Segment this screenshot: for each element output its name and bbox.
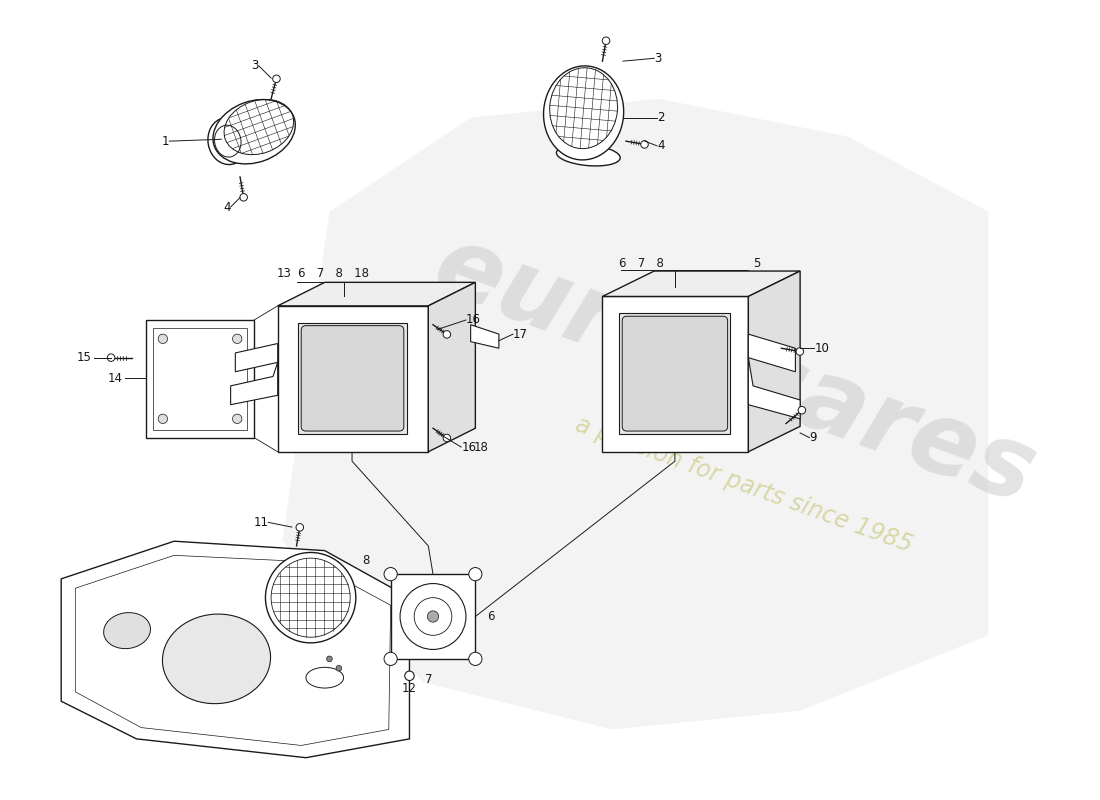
Text: 10: 10: [814, 342, 829, 354]
Circle shape: [265, 553, 355, 643]
Circle shape: [469, 652, 482, 666]
Text: 8: 8: [362, 554, 370, 566]
Circle shape: [336, 666, 342, 671]
Ellipse shape: [208, 118, 248, 165]
Text: 4: 4: [223, 201, 231, 214]
Polygon shape: [277, 282, 475, 306]
Circle shape: [443, 330, 451, 338]
Circle shape: [384, 652, 397, 666]
Text: 12: 12: [402, 682, 417, 695]
Circle shape: [796, 348, 804, 355]
Text: 9: 9: [810, 431, 817, 444]
Polygon shape: [231, 343, 277, 405]
Text: 6   7   8: 6 7 8: [619, 257, 664, 270]
Polygon shape: [471, 325, 499, 348]
Polygon shape: [390, 574, 475, 659]
Ellipse shape: [557, 145, 620, 166]
Polygon shape: [428, 282, 475, 452]
Circle shape: [469, 567, 482, 581]
Circle shape: [158, 334, 167, 343]
Circle shape: [158, 414, 167, 423]
Text: 6   7   8   18: 6 7 8 18: [298, 266, 370, 279]
Polygon shape: [146, 320, 254, 438]
Text: 17: 17: [513, 328, 528, 341]
Text: a passion for parts since 1985: a passion for parts since 1985: [572, 413, 915, 557]
Text: 5: 5: [754, 257, 760, 270]
Polygon shape: [748, 334, 800, 419]
FancyBboxPatch shape: [623, 316, 727, 431]
Circle shape: [428, 611, 439, 622]
Text: 14: 14: [108, 372, 122, 385]
Circle shape: [384, 567, 397, 581]
Polygon shape: [62, 541, 409, 758]
Text: 16: 16: [466, 314, 481, 326]
Text: 3: 3: [654, 52, 661, 65]
Circle shape: [108, 354, 114, 362]
Circle shape: [296, 523, 304, 531]
Polygon shape: [748, 271, 800, 452]
Polygon shape: [298, 323, 407, 434]
Text: 15: 15: [76, 351, 91, 364]
Circle shape: [799, 406, 805, 414]
Ellipse shape: [103, 613, 151, 649]
Text: 13: 13: [277, 266, 292, 279]
Text: 1: 1: [162, 134, 169, 148]
Text: 11: 11: [253, 516, 268, 529]
Text: 6: 6: [486, 610, 494, 623]
Text: 3: 3: [252, 59, 258, 72]
Circle shape: [327, 656, 332, 662]
Circle shape: [405, 671, 415, 681]
Polygon shape: [603, 297, 748, 452]
Ellipse shape: [213, 99, 295, 164]
FancyBboxPatch shape: [301, 326, 404, 431]
Polygon shape: [603, 271, 800, 297]
Text: 16: 16: [461, 441, 476, 454]
Circle shape: [273, 75, 280, 82]
Text: 18: 18: [473, 441, 488, 454]
Circle shape: [443, 434, 451, 442]
Circle shape: [240, 194, 248, 201]
Text: 2: 2: [657, 111, 664, 124]
Circle shape: [640, 141, 648, 148]
Circle shape: [232, 334, 242, 343]
Polygon shape: [619, 314, 730, 434]
Circle shape: [232, 414, 242, 423]
Polygon shape: [277, 306, 428, 452]
Text: 4: 4: [657, 139, 664, 152]
Text: europcares: europcares: [420, 218, 1048, 526]
Polygon shape: [283, 98, 989, 730]
Ellipse shape: [163, 614, 271, 704]
Text: 7: 7: [426, 673, 433, 686]
Circle shape: [603, 37, 609, 45]
Ellipse shape: [543, 66, 624, 160]
